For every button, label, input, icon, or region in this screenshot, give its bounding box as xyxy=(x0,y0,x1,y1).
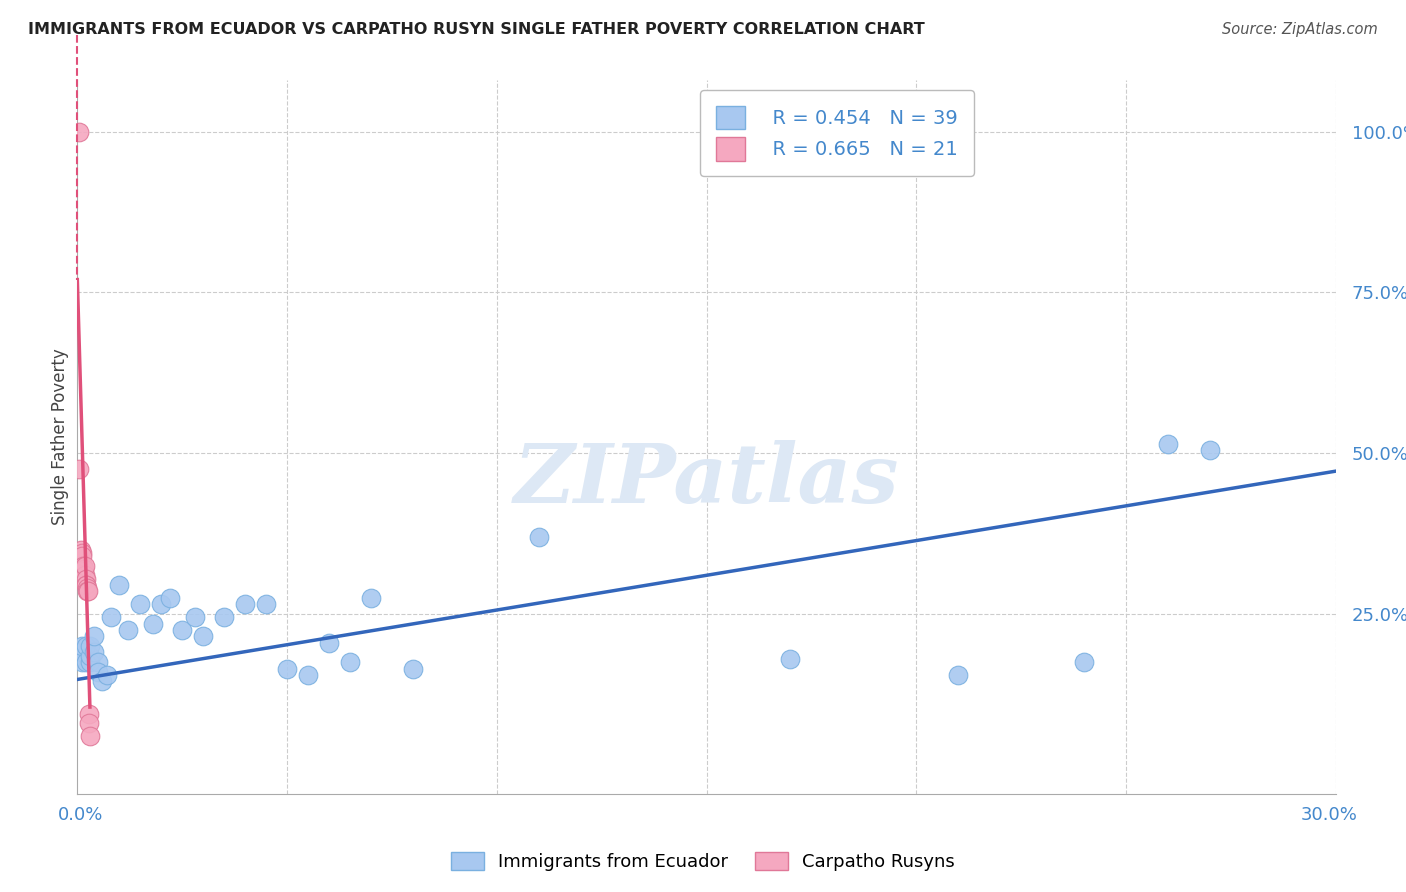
Point xyxy=(129,597,152,611)
Point xyxy=(1199,442,1222,457)
Text: IMMIGRANTS FROM ECUADOR VS CARPATHO RUSYN SINGLE FATHER POVERTY CORRELATION CHAR: IMMIGRANTS FROM ECUADOR VS CARPATHO RUSY… xyxy=(28,22,925,37)
Point xyxy=(402,661,425,675)
Point xyxy=(79,729,101,743)
Point xyxy=(1157,436,1180,450)
Point xyxy=(79,716,101,731)
Point xyxy=(75,572,97,586)
Point xyxy=(77,706,100,721)
Point xyxy=(79,655,101,669)
Point xyxy=(87,655,110,669)
Point xyxy=(67,125,90,139)
Point xyxy=(339,655,361,669)
Point xyxy=(83,645,105,659)
Point xyxy=(70,639,93,653)
Point xyxy=(360,591,382,605)
Point xyxy=(75,558,97,573)
Text: 30.0%: 30.0% xyxy=(1301,806,1357,824)
Point xyxy=(184,610,207,624)
Point xyxy=(72,562,94,576)
Text: 0.0%: 0.0% xyxy=(58,806,103,824)
Point xyxy=(318,636,340,650)
Point xyxy=(108,578,131,592)
Text: ZIPatlas: ZIPatlas xyxy=(513,440,900,520)
Point xyxy=(948,668,970,682)
Point xyxy=(76,584,98,599)
Point xyxy=(70,645,93,659)
Y-axis label: Single Father Poverty: Single Father Poverty xyxy=(51,349,69,525)
Point xyxy=(83,629,105,643)
Point xyxy=(91,674,114,689)
Point xyxy=(75,578,97,592)
Point xyxy=(96,668,118,682)
Legend:   R = 0.454   N = 39,   R = 0.665   N = 21: R = 0.454 N = 39, R = 0.665 N = 21 xyxy=(700,90,973,177)
Point xyxy=(1073,655,1095,669)
Point xyxy=(276,661,298,675)
Point xyxy=(79,639,101,653)
Point xyxy=(233,597,256,611)
Point xyxy=(297,668,319,682)
Point xyxy=(76,581,98,595)
Text: Source: ZipAtlas.com: Source: ZipAtlas.com xyxy=(1222,22,1378,37)
Point xyxy=(79,648,101,663)
Point xyxy=(254,597,277,611)
Point xyxy=(72,558,94,573)
Point xyxy=(100,610,122,624)
Point xyxy=(70,558,93,573)
Point xyxy=(75,578,97,592)
Point xyxy=(72,562,94,576)
Point xyxy=(87,665,110,679)
Point xyxy=(172,623,194,637)
Point xyxy=(73,572,96,586)
Point xyxy=(527,530,550,544)
Point xyxy=(159,591,181,605)
Point xyxy=(779,652,801,666)
Point xyxy=(191,629,215,643)
Point xyxy=(67,462,90,476)
Point xyxy=(117,623,139,637)
Point xyxy=(75,655,97,669)
Legend: Immigrants from Ecuador, Carpatho Rusyns: Immigrants from Ecuador, Carpatho Rusyns xyxy=(444,845,962,879)
Point xyxy=(76,584,98,599)
Point xyxy=(72,549,94,563)
Point xyxy=(70,655,93,669)
Point xyxy=(75,639,97,653)
Point xyxy=(142,616,165,631)
Point xyxy=(70,546,93,560)
Point xyxy=(212,610,235,624)
Point xyxy=(73,568,96,582)
Point xyxy=(150,597,173,611)
Point xyxy=(69,542,91,557)
